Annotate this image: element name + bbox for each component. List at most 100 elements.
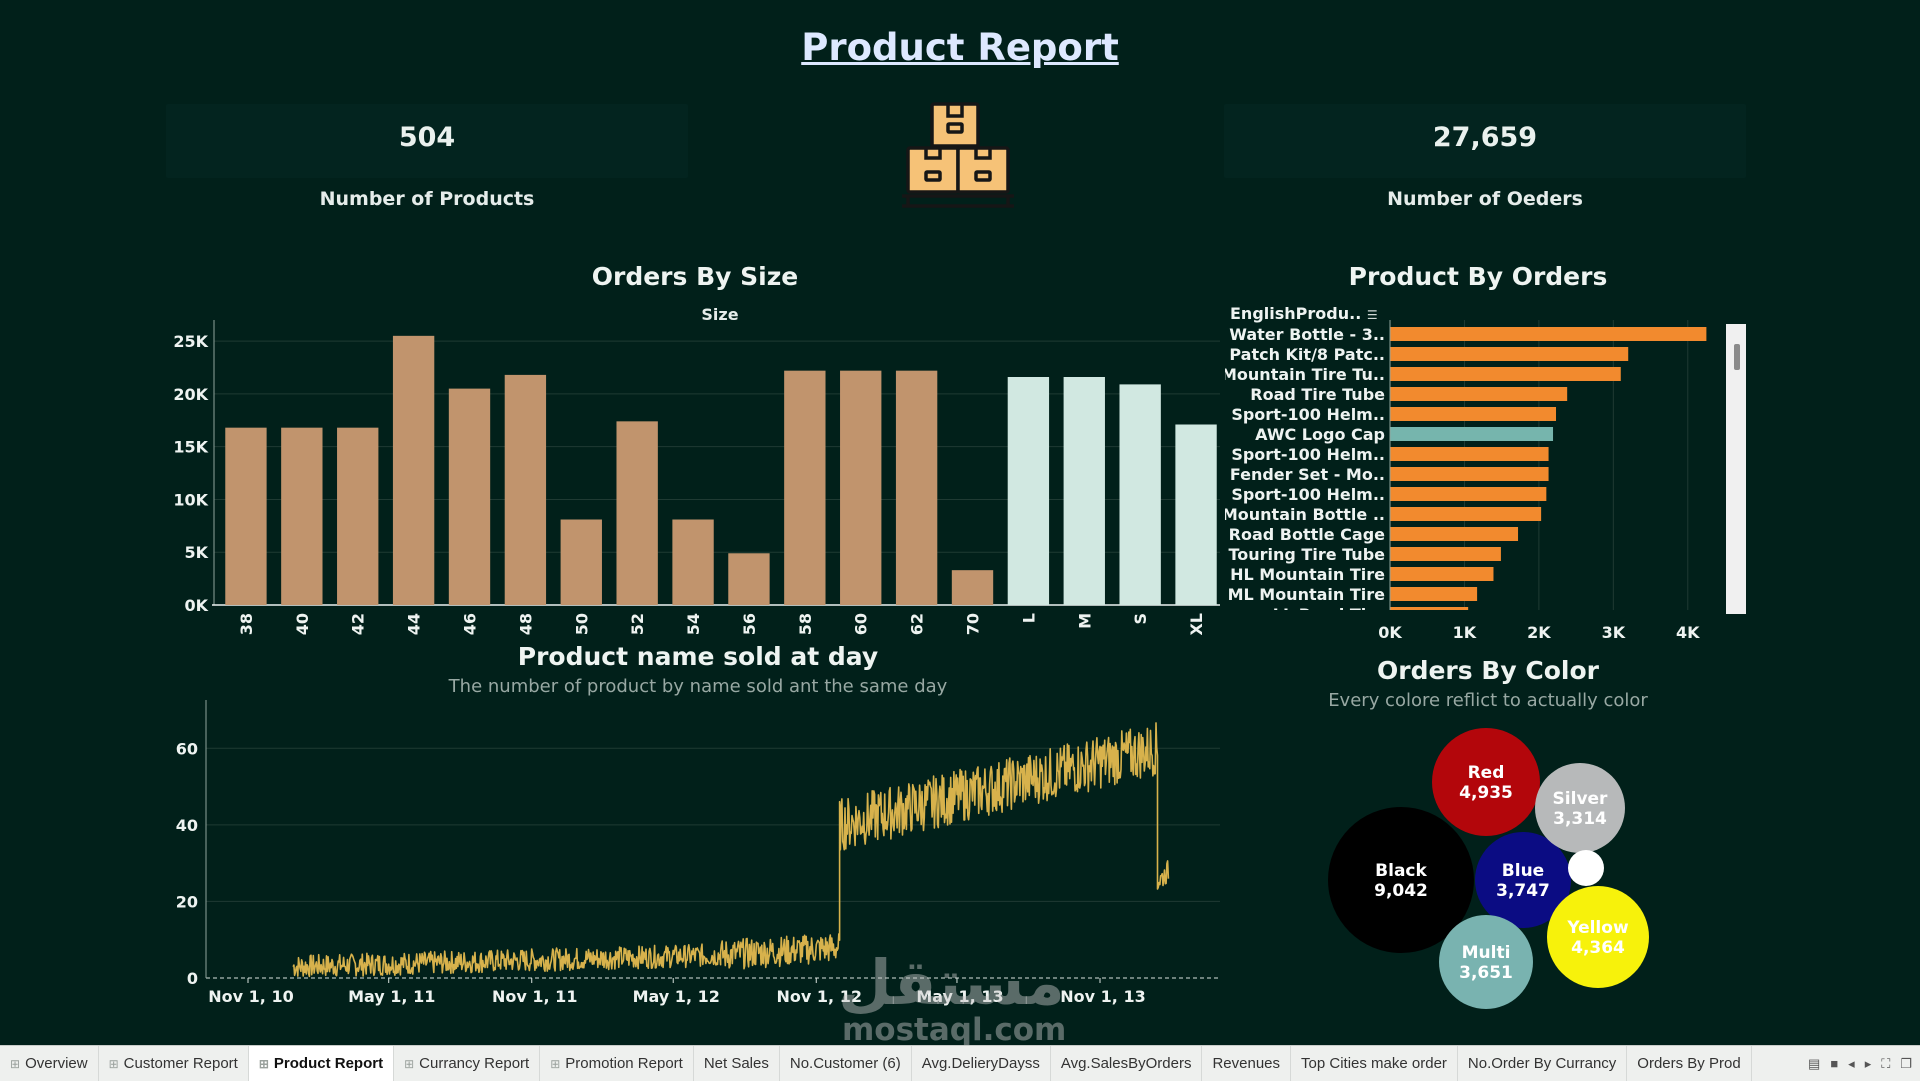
x-tick-label: 38: [237, 613, 256, 635]
sheet-tab[interactable]: No.Customer (6): [780, 1046, 912, 1081]
sheet-tab[interactable]: ⊞ Product Report: [248, 1046, 395, 1081]
filmstrip-icon[interactable]: ■: [1830, 1056, 1839, 1071]
product-sold-day-title: Product name sold at day: [517, 642, 879, 671]
sheet-tab-label: Promotion Report: [565, 1055, 683, 1072]
product-chart-scrollbar[interactable]: [1726, 324, 1746, 614]
product-label: Touring Tire Tube: [1228, 545, 1385, 564]
bubble-name: Red: [1468, 763, 1505, 783]
color-bubble: [1535, 763, 1625, 853]
y-tick-label: 0: [187, 969, 198, 988]
sheet-tab[interactable]: Orders By Prod: [1627, 1046, 1752, 1081]
present-icon[interactable]: ❐: [1900, 1055, 1912, 1071]
bubble-value: 9,042: [1374, 881, 1428, 901]
product-column-header: EnglishProdu.. ☰: [1230, 304, 1378, 323]
x-tick-label: May 1, 11: [348, 987, 435, 1006]
x-tick-label: 50: [572, 613, 591, 635]
sheet-tab-label: Orders By Prod: [1637, 1055, 1741, 1072]
product-label: Mountain Bottle ..: [1225, 505, 1385, 524]
sheet-tab[interactable]: Revenues: [1202, 1046, 1292, 1081]
size-bar: [1175, 424, 1217, 605]
sheet-tab[interactable]: ⊞ Promotion Report: [540, 1046, 694, 1081]
sheet-tab-bar: ⊞ Overview ⊞ Customer Report ⊞ Product Report…: [0, 1045, 1920, 1081]
size-bar: [1119, 384, 1161, 605]
sheet-tab[interactable]: ⊞ Customer Report: [99, 1046, 249, 1081]
sheet-tab-label: Net Sales: [703, 1055, 769, 1072]
x-tick-label: 42: [349, 613, 368, 635]
x-tick-label: Nov 1, 10: [208, 987, 293, 1006]
sheet-tab-label: No.Customer (6): [789, 1055, 901, 1072]
size-bar: [895, 370, 938, 605]
sheet-tab-label: Product Report: [273, 1055, 384, 1072]
product-bar: [1390, 407, 1557, 421]
sheet-tab[interactable]: ⊞ Overview: [0, 1046, 99, 1081]
products-kpi-value: 504: [398, 122, 456, 153]
product-sold-day-chart: 0 20 40 60 Nov 1, 10 May 1, 11 Nov 1, 11 May 1,…: [176, 700, 1220, 1006]
product-bar: [1390, 387, 1568, 401]
color-bubble: [1568, 850, 1604, 886]
sheet-tab-label: Avg.SalesByOrders: [1060, 1055, 1192, 1072]
x-tick-label: XL: [1187, 613, 1206, 635]
sheet-tab-label: Avg.DelieryDayss: [921, 1055, 1040, 1072]
sheet-tab-label: Top Cities make order: [1301, 1055, 1447, 1072]
size-bar: [1007, 377, 1050, 605]
dashboard-icon: ⊞: [404, 1056, 415, 1071]
size-bar: [281, 427, 323, 605]
sort-icon[interactable]: ☰: [1366, 308, 1378, 322]
product-label: Mountain Tire Tu..: [1225, 365, 1385, 384]
product-label: HL Mountain Tire: [1230, 565, 1385, 584]
prev-sheet-icon[interactable]: ◂: [1848, 1055, 1855, 1071]
bubble-value: 4,364: [1571, 938, 1625, 958]
sheet-tab[interactable]: Top Cities make order: [1291, 1046, 1458, 1081]
bubble-name: Blue: [1502, 861, 1544, 881]
size-bar: [504, 374, 547, 605]
next-sheet-icon[interactable]: ▸: [1864, 1055, 1872, 1071]
size-column-header: Size: [701, 305, 739, 324]
x-tick-label: 40: [293, 613, 312, 635]
scrollbar-thumb[interactable]: [1734, 344, 1740, 370]
size-bar: [392, 335, 435, 605]
sheet-tab-label: Revenues: [1212, 1055, 1281, 1072]
x-tick-label: 1K: [1453, 623, 1477, 642]
product-bar: [1390, 507, 1542, 521]
x-tick-label: 58: [796, 613, 815, 635]
size-bar: [672, 519, 714, 605]
sheet-tab[interactable]: Net Sales: [694, 1046, 780, 1081]
y-tick-label: 40: [176, 816, 198, 835]
sheet-tab[interactable]: Avg.DelieryDayss: [912, 1046, 1051, 1081]
y-tick-label: 5K: [184, 543, 208, 562]
x-tick-label: 60: [852, 613, 871, 635]
sheet-tab[interactable]: ⊞ Currancy Report: [394, 1046, 541, 1081]
product-column-header-label: EnglishProdu..: [1230, 304, 1362, 323]
sheet-tab-label: Overview: [25, 1055, 88, 1072]
product-bar: [1390, 467, 1549, 481]
x-tick-label: 52: [628, 613, 647, 635]
page-title: Product Report: [801, 26, 1119, 69]
x-tick-label: 3K: [1602, 623, 1626, 642]
x-tick-label: M: [1075, 613, 1094, 629]
bubble-name: Multi: [1462, 943, 1511, 963]
product-bar: [1390, 367, 1621, 381]
x-tick-label: May 1, 12: [633, 987, 720, 1006]
x-tick-label: May 1, 13: [916, 987, 1003, 1006]
bubble-value: 3,747: [1496, 881, 1550, 901]
y-tick-label: 15K: [173, 438, 208, 457]
fullscreen-icon[interactable]: ⛶: [1881, 1055, 1891, 1071]
y-tick-label: 60: [176, 739, 198, 758]
sheet-tab[interactable]: Avg.SalesByOrders: [1051, 1046, 1203, 1081]
product-label: Fender Set - Mo..: [1230, 465, 1385, 484]
product-label: Road Bottle Cage: [1229, 525, 1386, 544]
product-bar: [1390, 587, 1478, 601]
product-label: LL Road Tire: [1273, 605, 1385, 624]
product-bar: [1390, 527, 1519, 541]
y-tick-label: 25K: [173, 332, 208, 351]
watermark-latin: mostaql.com: [842, 1012, 1067, 1048]
color-bubble: [1547, 886, 1649, 988]
color-bubble: [1328, 807, 1474, 953]
show-tabs-icon[interactable]: ▤: [1808, 1055, 1821, 1071]
x-tick-label: 4K: [1676, 623, 1700, 642]
dashboard-icon: ⊞: [258, 1056, 269, 1071]
size-bar: [225, 427, 267, 605]
bubble-value: 3,651: [1459, 963, 1513, 983]
sheet-tab[interactable]: No.Order By Currancy: [1458, 1046, 1628, 1081]
